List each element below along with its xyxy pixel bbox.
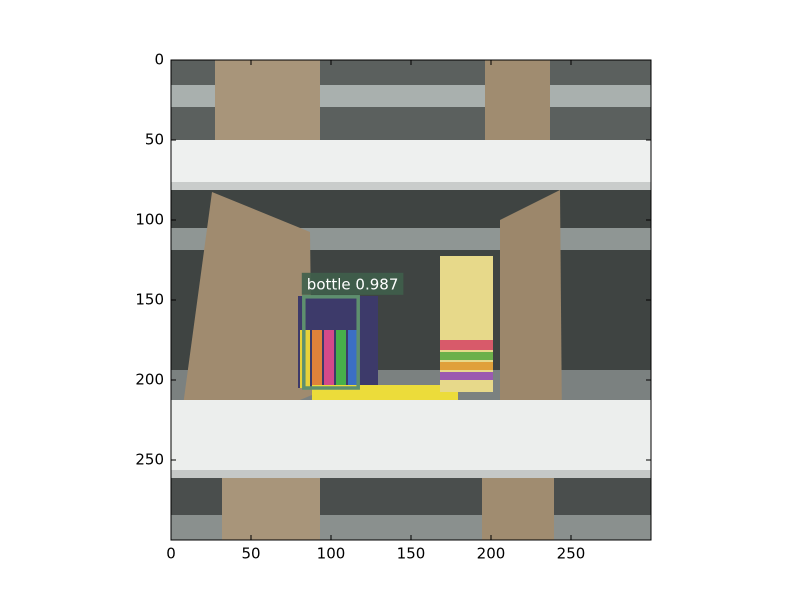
x-tick-label: 150	[397, 545, 426, 563]
label-background	[301, 272, 404, 295]
detection-label: bottle 0.987	[307, 275, 399, 293]
y-tick-label: 50	[145, 131, 164, 149]
detection-box	[302, 295, 360, 390]
x-tick-label: 100	[317, 545, 346, 563]
y-tick-label: 100	[135, 211, 164, 229]
photo	[171, 60, 651, 540]
y-tick-label: 250	[135, 451, 164, 469]
x-tick-label: 50	[241, 545, 260, 563]
y-tick-label: 150	[135, 291, 164, 309]
x-tick-label: 200	[477, 545, 506, 563]
x-tick-label: 250	[557, 545, 586, 563]
x-tick-label: 0	[166, 545, 176, 563]
y-tick-label: 200	[135, 371, 164, 389]
y-tick-label: 0	[154, 51, 164, 69]
